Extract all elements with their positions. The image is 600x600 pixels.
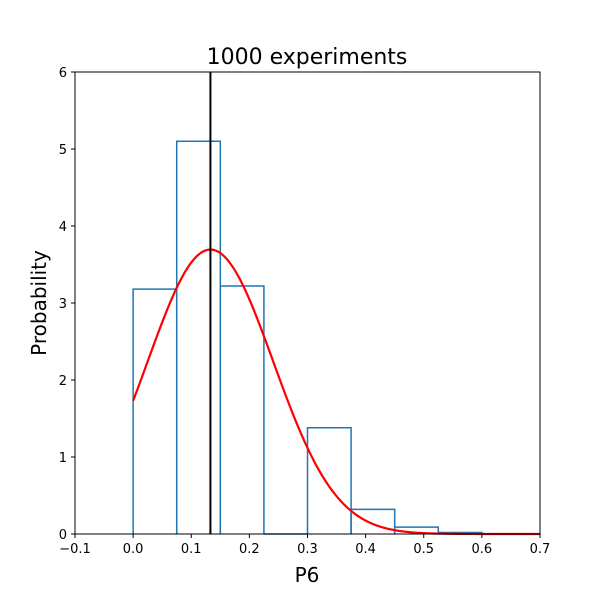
y-tick-label: 5 <box>59 143 67 158</box>
x-tick-label: 0.3 <box>297 542 318 557</box>
y-tick-label: 4 <box>59 220 67 235</box>
chart-title: 1000 experiments <box>207 45 408 70</box>
y-tick-label: 1 <box>59 451 67 466</box>
x-axis-label: P6 <box>295 563 320 587</box>
y-tick-label: 0 <box>59 528 67 543</box>
x-tick-label: 0.5 <box>413 542 434 557</box>
x-tick-label: 0.6 <box>472 542 493 557</box>
x-tick-label: 0.7 <box>530 542 551 557</box>
x-tick-label: 0.0 <box>123 542 144 557</box>
x-tick-label: 0.4 <box>355 542 376 557</box>
x-tick-label: 0.1 <box>181 542 202 557</box>
y-tick-label: 2 <box>59 374 67 389</box>
x-tick-label: −0.1 <box>59 542 91 557</box>
histogram-bar <box>306 426 352 534</box>
axis-ticks: −0.1 0.0 0.1 0.2 0.3 0.4 0.5 0.6 0.7 0 1 2 3 4 5 6 <box>59 66 551 557</box>
x-tick-label: 0.2 <box>239 542 260 557</box>
y-tick-label: 3 <box>59 297 67 312</box>
y-axis-label: Probability <box>27 250 51 356</box>
histogram-bar <box>350 508 396 534</box>
y-tick-label: 6 <box>59 66 67 81</box>
